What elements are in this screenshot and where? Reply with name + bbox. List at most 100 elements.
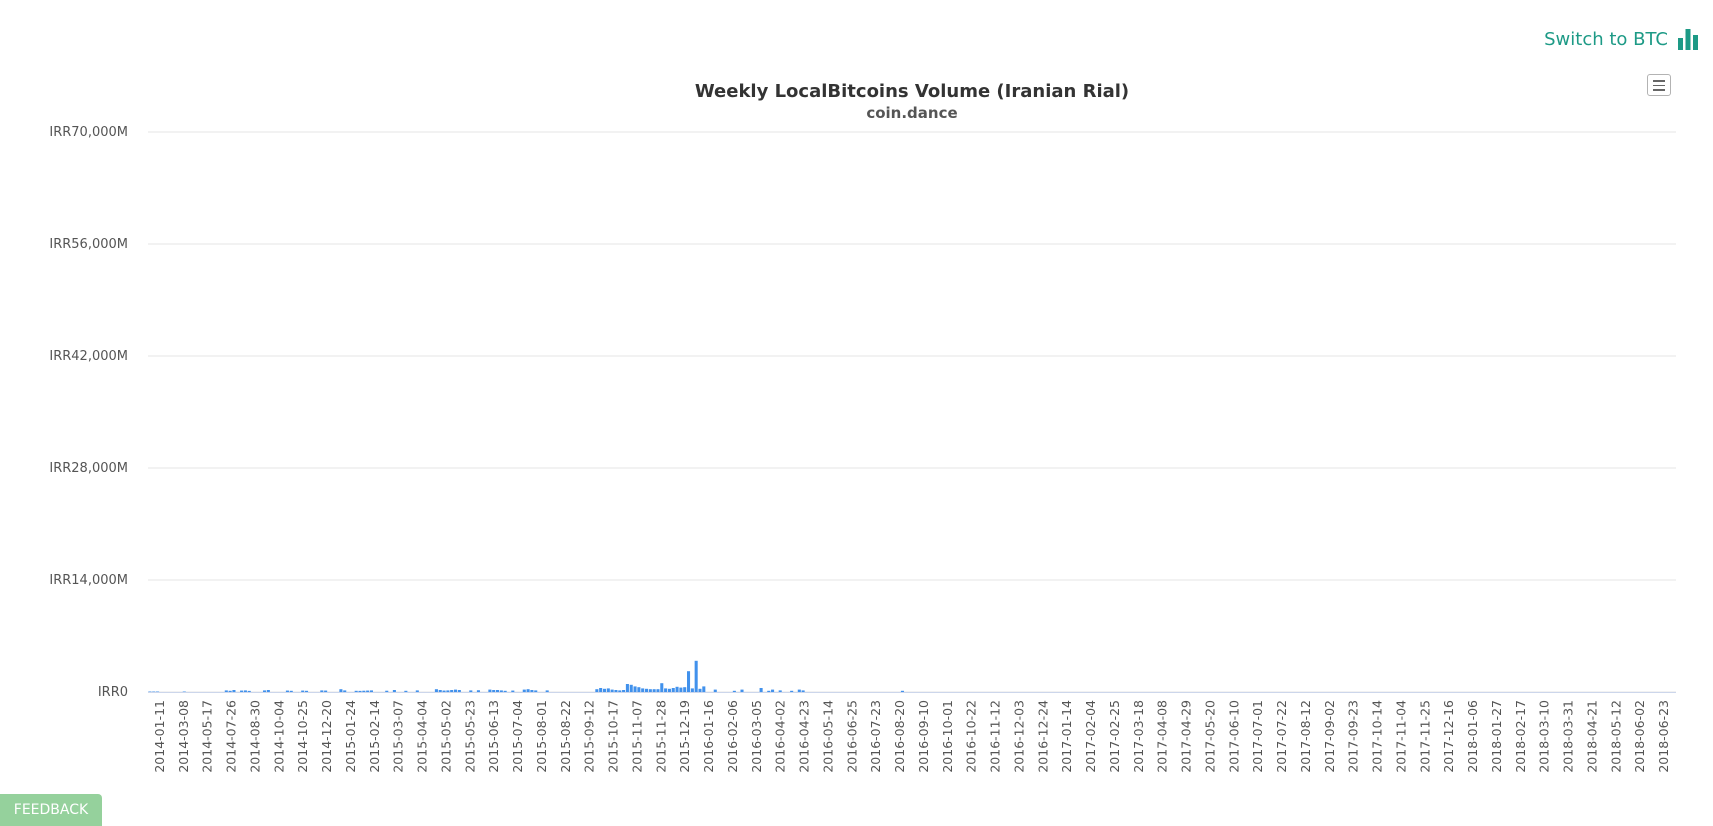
volume-bar[interactable] — [778, 690, 782, 692]
x-tick-label: 2016-11-12 — [988, 700, 1003, 773]
x-tick-label: 2014-03-08 — [176, 700, 191, 773]
volume-bar[interactable] — [599, 688, 603, 692]
volume-bar[interactable] — [415, 690, 419, 692]
volume-bar[interactable] — [362, 690, 366, 692]
volume-bar[interactable] — [511, 690, 515, 692]
volume-bar[interactable] — [450, 690, 454, 692]
volume-bar[interactable] — [618, 690, 622, 692]
volume-bar[interactable] — [247, 690, 251, 692]
volume-bar[interactable] — [622, 690, 626, 692]
volume-bar[interactable] — [442, 690, 446, 692]
x-tick-label: 2017-08-12 — [1298, 700, 1313, 773]
volume-bar[interactable] — [671, 688, 675, 692]
feedback-button[interactable]: FEEDBACK — [0, 794, 102, 826]
x-tick-label: 2018-01-27 — [1489, 700, 1504, 773]
volume-bar[interactable] — [545, 690, 549, 692]
volume-bar[interactable] — [324, 690, 328, 692]
volume-bar[interactable] — [522, 689, 526, 692]
volume-bar[interactable] — [713, 689, 717, 692]
volume-bar[interactable] — [262, 690, 267, 692]
hamburger-menu-icon — [1653, 84, 1665, 86]
volume-bar[interactable] — [358, 690, 362, 692]
volume-bar[interactable] — [457, 690, 461, 692]
volume-bar[interactable] — [690, 688, 694, 692]
volume-bar[interactable] — [629, 684, 633, 692]
volume-bar[interactable] — [648, 689, 652, 692]
x-tick-label: 2016-09-10 — [916, 700, 931, 773]
volume-bar[interactable] — [224, 690, 228, 692]
volume-bar[interactable] — [664, 688, 668, 692]
volume-bar[interactable] — [530, 690, 534, 692]
volume-bar[interactable] — [801, 690, 805, 692]
volume-bar[interactable] — [496, 690, 500, 692]
volume-bar[interactable] — [499, 690, 503, 692]
volume-bar[interactable] — [404, 690, 408, 692]
volume-bar[interactable] — [488, 689, 492, 692]
volume-bar[interactable] — [453, 689, 458, 692]
volume-bar[interactable] — [301, 690, 305, 692]
volume-bar[interactable] — [900, 690, 904, 692]
volume-bar[interactable] — [702, 686, 706, 692]
volume-bar[interactable] — [289, 690, 293, 692]
volume-bar[interactable] — [637, 687, 641, 692]
volume-bar[interactable] — [595, 689, 599, 692]
volume-bar[interactable] — [732, 690, 736, 692]
volume-bar[interactable] — [740, 689, 744, 692]
chart-menu-button[interactable] — [1647, 74, 1671, 96]
volume-bar[interactable] — [434, 689, 438, 692]
volume-bar[interactable] — [694, 660, 698, 692]
volume-bar[interactable] — [228, 690, 232, 692]
volume-bar[interactable] — [320, 690, 324, 692]
volume-bar[interactable] — [492, 690, 496, 692]
volume-bar[interactable] — [339, 689, 343, 692]
volume-bar[interactable] — [797, 689, 801, 692]
x-tick-label: 2016-04-02 — [773, 700, 788, 773]
volume-bar[interactable] — [679, 687, 683, 692]
volume-bar[interactable] — [790, 690, 794, 692]
volume-bar[interactable] — [343, 690, 347, 692]
volume-bar[interactable] — [366, 690, 370, 692]
volume-bar[interactable] — [606, 688, 610, 692]
x-tick-label: 2015-12-19 — [677, 700, 692, 773]
volume-bar[interactable] — [369, 690, 373, 692]
volume-bar[interactable] — [534, 690, 538, 692]
volume-bar[interactable] — [610, 689, 614, 692]
x-tick-label: 2016-12-24 — [1035, 700, 1050, 773]
volume-bar[interactable] — [644, 688, 649, 692]
volume-bar[interactable] — [503, 690, 507, 692]
chart-subtitle: coin.dance — [866, 104, 957, 122]
volume-bar[interactable] — [667, 688, 671, 692]
volume-bar[interactable] — [660, 683, 664, 692]
volume-bar[interactable] — [446, 690, 450, 692]
volume-bar[interactable] — [687, 671, 691, 692]
volume-bar[interactable] — [652, 689, 656, 692]
x-tick-label: 2016-08-20 — [892, 700, 907, 773]
volume-bar[interactable] — [759, 688, 763, 692]
volume-bar[interactable] — [771, 689, 775, 692]
volume-bar[interactable] — [354, 690, 358, 692]
volume-bar[interactable] — [602, 688, 607, 692]
volume-bar[interactable] — [438, 690, 442, 692]
x-tick-label: 2018-01-06 — [1465, 700, 1480, 773]
volume-bar[interactable] — [698, 688, 702, 692]
volume-bar[interactable] — [675, 686, 679, 692]
volume-bar[interactable] — [767, 690, 771, 692]
volume-bar[interactable] — [656, 689, 660, 692]
volume-bar[interactable] — [633, 686, 637, 692]
volume-bar[interactable] — [232, 690, 236, 692]
volume-bar[interactable] — [266, 690, 270, 692]
volume-bar[interactable] — [469, 690, 473, 692]
volume-bar[interactable] — [614, 690, 618, 692]
volume-bar[interactable] — [625, 684, 629, 692]
volume-bar[interactable] — [476, 690, 480, 692]
volume-bar[interactable] — [641, 688, 645, 692]
volume-bar[interactable] — [526, 689, 530, 692]
volume-bar[interactable] — [240, 690, 244, 692]
volume-bar[interactable] — [285, 690, 289, 692]
volume-bar[interactable] — [392, 690, 396, 692]
volume-bar[interactable] — [305, 690, 309, 692]
switch-currency-button[interactable]: Switch to BTC — [1544, 28, 1699, 50]
volume-bar[interactable] — [385, 690, 389, 692]
volume-bar[interactable] — [683, 687, 687, 692]
volume-bar[interactable] — [243, 690, 247, 692]
